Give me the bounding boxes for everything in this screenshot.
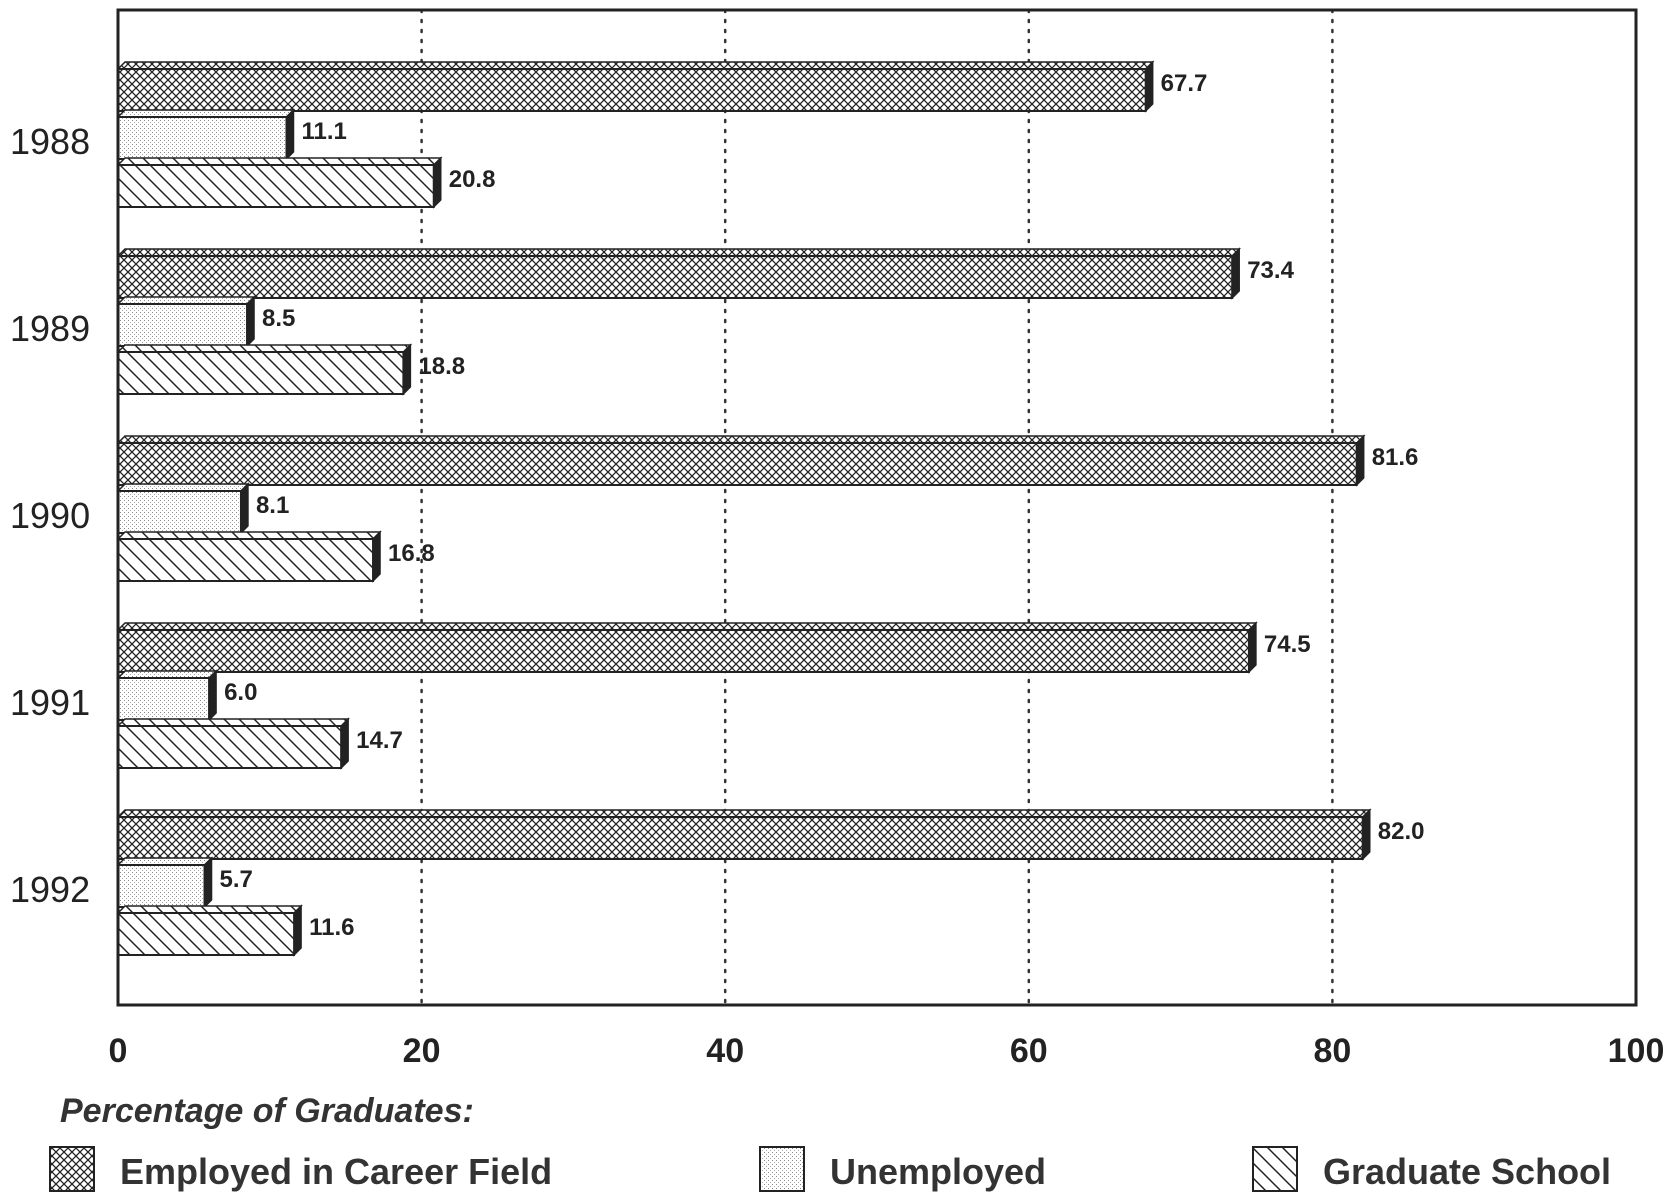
data-label: 11.1 bbox=[301, 118, 346, 145]
legend-swatch-unemployed bbox=[759, 1146, 805, 1192]
data-label: 8.5 bbox=[262, 305, 295, 332]
x-tick-label: 60 bbox=[1010, 1032, 1048, 1070]
bar-employed-1990 bbox=[117, 442, 1358, 486]
bar-top-face bbox=[116, 157, 443, 166]
bar-side-face bbox=[1248, 621, 1257, 674]
bar-unemployed-1989 bbox=[117, 303, 249, 347]
bar-top-face bbox=[116, 857, 214, 866]
bar-side-face bbox=[1231, 247, 1240, 300]
bar-top-face bbox=[116, 905, 303, 914]
bar-top-face bbox=[116, 531, 382, 540]
data-label: 6.0 bbox=[224, 679, 257, 706]
data-label: 8.1 bbox=[256, 492, 289, 519]
bar-graduate-school-1989 bbox=[117, 351, 405, 395]
bar-top-face bbox=[116, 718, 350, 727]
x-tick-label: 40 bbox=[706, 1032, 744, 1070]
bar-side-face bbox=[285, 108, 295, 161]
data-label: 14.7 bbox=[356, 727, 403, 754]
bar-top-face bbox=[116, 670, 218, 679]
bar-top-face bbox=[116, 622, 1258, 631]
bar-unemployed-1988 bbox=[117, 116, 288, 160]
data-label: 18.8 bbox=[418, 353, 465, 380]
bar-top-face bbox=[116, 344, 413, 353]
data-label: 5.7 bbox=[220, 866, 253, 893]
bar-unemployed-1990 bbox=[117, 490, 242, 534]
legend-label-graduate-school: Graduate School bbox=[1323, 1151, 1611, 1192]
data-label: 20.8 bbox=[449, 166, 496, 193]
bar-unemployed-1991 bbox=[117, 677, 211, 721]
category-label-1992: 1992 bbox=[10, 869, 90, 910]
bar-graduate-school-1990 bbox=[117, 538, 375, 582]
bar-side-face bbox=[372, 530, 381, 583]
bar-employed-1988 bbox=[117, 68, 1147, 112]
x-tick-label: 80 bbox=[1313, 1032, 1351, 1070]
bar-top-face bbox=[116, 483, 250, 492]
legend-label-employed: Employed in Career Field bbox=[120, 1151, 552, 1192]
category-label-1990: 1990 bbox=[10, 495, 90, 536]
x-tick-label: 20 bbox=[403, 1032, 441, 1070]
legend: Employed in Career Field Unemployed Gradua… bbox=[49, 1146, 1611, 1192]
bar-side-face bbox=[203, 856, 213, 909]
bar-side-face bbox=[1144, 60, 1154, 113]
bar-employed-1992 bbox=[117, 816, 1364, 860]
bar-side-face bbox=[432, 156, 442, 209]
bar-side-face bbox=[1355, 434, 1365, 487]
legend-swatch-employed bbox=[49, 1146, 95, 1192]
legend-label-unemployed: Unemployed bbox=[830, 1151, 1046, 1192]
data-label: 73.4 bbox=[1247, 257, 1294, 284]
x-tick-label: 100 bbox=[1608, 1032, 1665, 1070]
data-label: 82.0 bbox=[1378, 818, 1425, 845]
bar-employed-1991 bbox=[117, 629, 1250, 673]
bar-top-face bbox=[116, 109, 296, 118]
bar-graduate-school-1992 bbox=[117, 912, 296, 956]
x-axis-title: Percentage of Graduates: bbox=[60, 1092, 474, 1130]
bar-top-face bbox=[116, 61, 1155, 70]
bar-side-face bbox=[208, 669, 217, 722]
data-label: 11.6 bbox=[309, 914, 354, 941]
bar-graduate-school-1991 bbox=[117, 725, 343, 769]
legend-swatch-graduate-school bbox=[1252, 1146, 1298, 1192]
bar-side-face bbox=[1362, 808, 1371, 861]
bar-side-face bbox=[246, 295, 255, 348]
plot-frame bbox=[116, 8, 1638, 1007]
bar-top-face bbox=[116, 296, 256, 305]
bar-side-face bbox=[293, 904, 302, 957]
data-label: 74.5 bbox=[1264, 631, 1311, 658]
bar-top-face bbox=[116, 435, 1366, 444]
data-label: 16.8 bbox=[388, 540, 435, 567]
bar-top-face bbox=[116, 248, 1242, 257]
bar-graduate-school-1988 bbox=[117, 164, 435, 208]
bar-employed-1989 bbox=[117, 255, 1234, 299]
category-label-1988: 1988 bbox=[10, 121, 90, 162]
bar-side-face bbox=[240, 482, 249, 535]
bar-side-face bbox=[340, 717, 349, 770]
bar-unemployed-1992 bbox=[117, 864, 206, 908]
bar-side-face bbox=[402, 343, 412, 396]
category-label-1989: 1989 bbox=[10, 308, 90, 349]
data-label: 81.6 bbox=[1372, 444, 1419, 471]
bar-top-face bbox=[116, 809, 1372, 818]
x-tick-label: 0 bbox=[109, 1032, 128, 1070]
data-label: 67.7 bbox=[1161, 70, 1208, 97]
category-label-1991: 1991 bbox=[10, 682, 90, 723]
